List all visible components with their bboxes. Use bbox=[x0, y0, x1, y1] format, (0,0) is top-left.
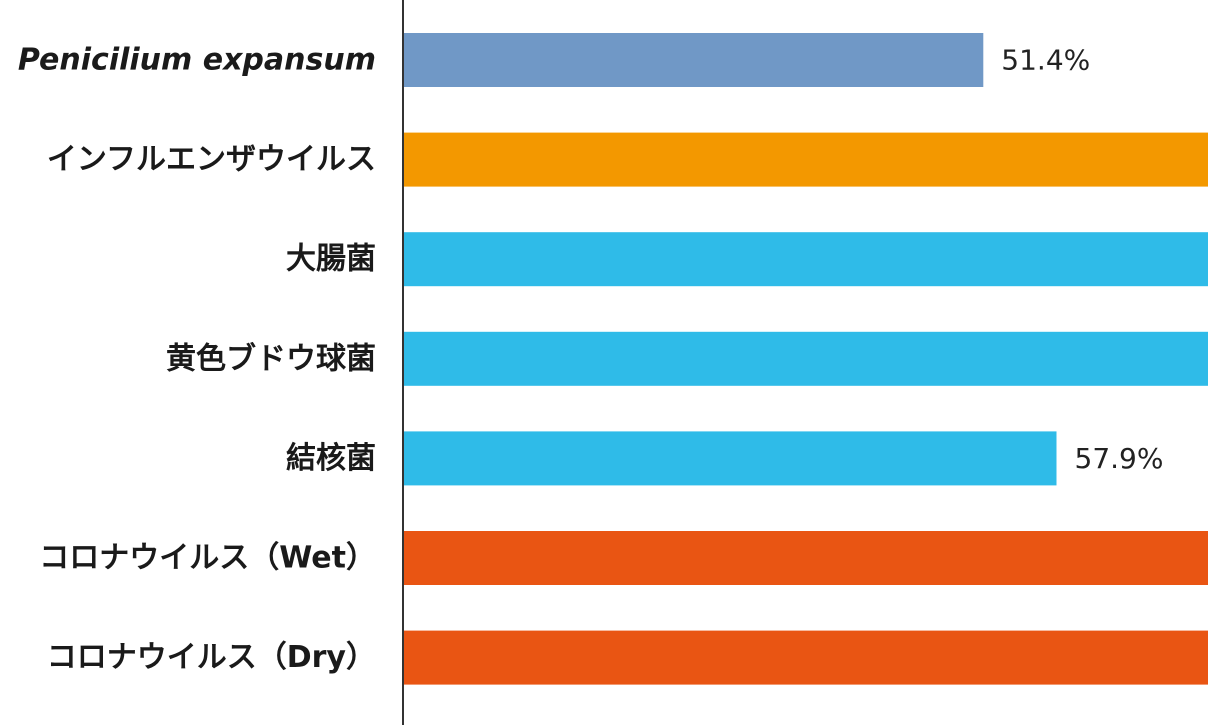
category-label-5: コロナウイルス（Wet） bbox=[39, 541, 376, 576]
category-label-2: 大腸菌 bbox=[286, 242, 376, 277]
category-label-3: 黄色ブドウ球菌 bbox=[166, 341, 376, 376]
bar-6 bbox=[404, 630, 1208, 685]
bar-3 bbox=[404, 331, 1208, 386]
labels-layer: Penicilium expansum51.4%インフルエンザウイルス90.7%… bbox=[18, 43, 1164, 676]
bars-layer bbox=[404, 33, 1208, 685]
value-label-4: 57.9% bbox=[1075, 442, 1164, 475]
value-label-0: 51.4% bbox=[1001, 44, 1090, 77]
category-label-0: Penicilium expansum bbox=[18, 43, 376, 78]
bar-1 bbox=[404, 132, 1208, 187]
bar-2 bbox=[404, 232, 1208, 287]
category-label-6: コロナウイルス（Dry） bbox=[47, 640, 376, 675]
category-label-1: インフルエンザウイルス bbox=[47, 142, 376, 177]
bar-5 bbox=[404, 531, 1208, 585]
bar-4 bbox=[404, 431, 1057, 486]
category-label-4: 結核菌 bbox=[286, 441, 376, 476]
bar-0 bbox=[404, 33, 984, 87]
